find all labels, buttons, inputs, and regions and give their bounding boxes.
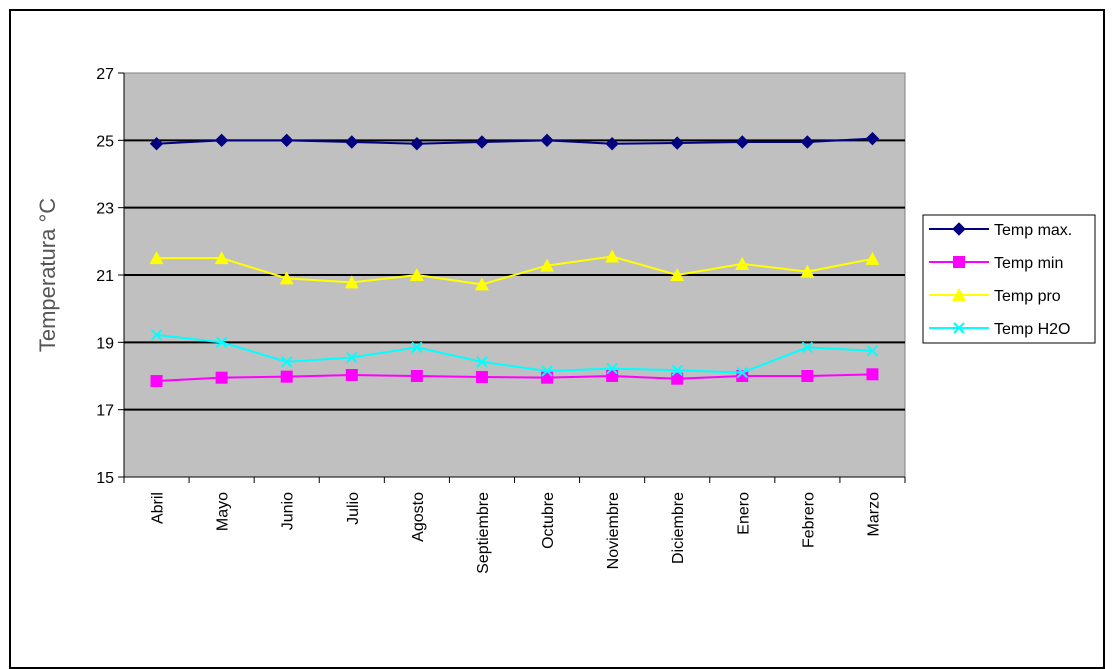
x-tick-label: Diciembre [670,492,687,564]
data-point-temp-pro [474,277,489,291]
data-point-temp-max [475,135,489,149]
legend: Temp max. Temp min Temp pro Temp H2O [922,214,1096,344]
data-point-temp-h2o [866,345,879,357]
x-tick-label: Septiembre [475,492,492,574]
data-point-temp-max [214,133,229,148]
legend-marker-temp-pro [952,288,966,301]
data-point-temp-h2o [346,351,358,364]
series-line-temp-h2o [156,333,873,374]
legend-marker-temp-h2o [953,322,965,334]
series-line-temp-min [156,373,873,383]
data-point-temp-min [150,375,163,388]
data-point-temp-pro [540,258,555,272]
data-point-temp-h2o [476,356,488,368]
data-point-temp-h2o [411,341,423,354]
data-point-temp-h2o [281,356,293,368]
y-tick-label: 23 [96,201,114,218]
x-tick-label: Junio [280,492,297,530]
data-point-temp-min [345,368,358,381]
data-point-temp-max [735,135,749,149]
x-tick-label: Febrero [800,492,817,548]
legend-label-temp-min: Temp min [994,255,1063,272]
y-tick-label: 17 [96,403,114,420]
data-point-temp-min [541,371,554,384]
x-tick-label: Noviembre [605,492,622,569]
legend-marker-temp-min [953,256,965,268]
data-point-temp-max [865,131,880,146]
data-point-temp-h2o [671,364,683,376]
data-point-temp-pro [149,251,164,265]
series-line-temp-pro [156,255,873,286]
x-tick-label: Enero [735,492,752,535]
data-point-temp-min [671,372,684,385]
y-tick-label: 19 [96,335,114,352]
legend-label-temp-max: Temp max. [994,222,1072,239]
data-point-temp-pro [800,264,815,278]
y-tick-label: 25 [96,133,114,150]
data-point-temp-pro [409,268,424,281]
data-point-temp-h2o [150,329,163,341]
data-point-temp-h2o [801,341,814,354]
data-point-temp-h2o [541,365,553,377]
data-point-temp-min [215,371,228,384]
y-tick-label: 15 [96,470,114,487]
data-point-temp-max [280,133,294,148]
series-group [149,131,880,388]
data-point-temp-max [410,136,424,151]
data-point-temp-max [540,133,554,148]
y-tick-label: 21 [96,268,114,285]
data-point-temp-min [475,371,488,384]
data-point-temp-pro [279,271,294,285]
x-tick-label: Mayo [215,492,232,531]
data-point-temp-min [801,370,814,382]
data-point-temp-min [280,370,293,383]
data-point-temp-max [670,136,684,150]
legend-marker-temp-max [952,222,966,236]
data-point-temp-pro [214,251,229,265]
axes [118,72,906,483]
x-tick-label: Octubre [540,492,557,549]
x-tick-label: Julio [345,492,362,525]
x-tick-label: Agosto [410,492,427,542]
series-line-temp-max [156,137,873,145]
data-point-temp-pro [670,268,685,281]
y-axis-label: Temperatura °C [35,198,60,352]
data-point-temp-h2o [606,362,618,375]
data-point-temp-min [866,368,879,381]
data-point-temp-h2o [736,366,748,379]
line-chart: 15 17 19 21 23 25 27 Abril Mayo Junio Julio Agosto… [35,66,1096,574]
legend-label-temp-h2o: Temp H2O [994,321,1070,338]
data-point-temp-max [800,135,815,149]
x-tick-label: Marzo [865,492,882,537]
data-point-temp-min [410,370,423,382]
data-point-temp-max [345,135,359,149]
legend-label-temp-pro: Temp pro [994,288,1061,305]
legend-box [922,214,1096,344]
x-tick-labels: Abril Mayo Junio Julio Agosto Septiembre Octub… [150,492,883,574]
data-point-temp-h2o [215,336,228,349]
data-point-temp-pro [735,256,750,270]
data-point-temp-pro [865,251,880,265]
data-point-temp-pro [344,275,359,289]
data-point-temp-max [605,136,619,151]
data-point-temp-pro [605,249,620,263]
y-tick-labels: 15 17 19 21 23 25 27 [96,66,114,487]
y-tick-label: 27 [96,66,114,83]
x-tick-label: Abril [150,492,167,524]
data-point-temp-max [149,136,164,151]
